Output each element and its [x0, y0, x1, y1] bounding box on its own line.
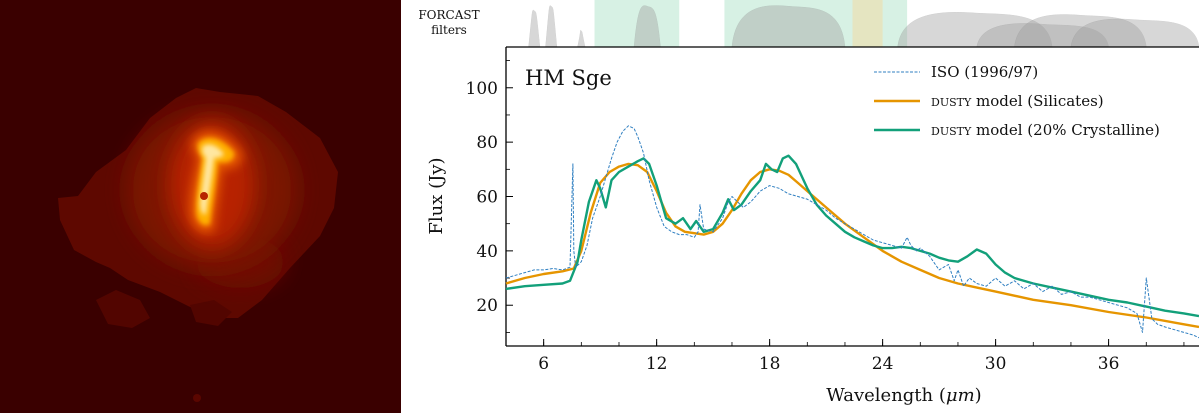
x-axis-label-text: Wavelength (: [826, 385, 946, 406]
x-axis-label-close: ): [975, 385, 982, 406]
filter-label-line1: FORCAST: [418, 8, 479, 22]
filter-band-3: [577, 29, 586, 48]
series-crystalline-line: [505, 154, 1199, 318]
filter-label-line2: filters: [431, 23, 467, 37]
filter-window-1: [594, 0, 680, 47]
y-tick-label: 40: [476, 242, 498, 262]
x-tick-label: 24: [872, 354, 894, 374]
faint-star: [193, 394, 201, 402]
bright-core: [168, 121, 256, 249]
y-tick-label: 20: [476, 296, 498, 316]
plot-axes: 6 12 18 24 30 36 20 40 60 80 100: [466, 46, 1199, 374]
x-tick-label: 36: [1098, 354, 1120, 374]
filter-bandpasses: [528, 0, 1199, 48]
x-tick-label: 18: [759, 354, 781, 374]
series-iso-line: [505, 125, 1199, 339]
thermal-image: [0, 0, 401, 413]
y-tick-label: 80: [476, 133, 498, 153]
y-tick-label: 100: [466, 79, 498, 99]
filter-band-8: [1014, 14, 1147, 48]
plot-series: [505, 125, 1199, 339]
chart-title: HM Sge: [525, 66, 612, 90]
legend: ISO (1996/97) dusty model (Silicates) dust…: [874, 63, 1160, 139]
x-tick-label: 12: [646, 354, 668, 374]
filter-band-6: [897, 12, 1053, 48]
x-axis-label-unit: μm: [946, 385, 975, 406]
series-silicates-line: [505, 162, 1199, 329]
legend-entry-1: ISO (1996/97): [931, 63, 1038, 81]
filter-band-5: [731, 5, 846, 48]
spectrum-chart: FORCAST filters 6 12 18 24 30 36 20 40 60 80 100 H…: [418, 0, 1199, 406]
y-axis-label: Flux (Jy): [426, 157, 447, 234]
filter-panel: FORCAST filters: [418, 0, 1199, 48]
x-axis-label: Wavelength (μm): [826, 385, 981, 406]
legend-entry-3: dusty model (20% Crystalline): [931, 121, 1160, 139]
filter-band-1: [528, 9, 541, 48]
x-tick-label: 30: [985, 354, 1007, 374]
filter-band-7: [976, 23, 1109, 48]
filter-window-3: [852, 0, 883, 47]
legend-entry-2: dusty model (Silicates): [931, 92, 1104, 110]
filter-band-9: [1070, 18, 1199, 48]
y-tick-label: 60: [476, 188, 498, 208]
filter-band-4: [633, 5, 661, 48]
filter-band-2: [545, 5, 558, 48]
x-tick-label: 6: [538, 354, 549, 374]
